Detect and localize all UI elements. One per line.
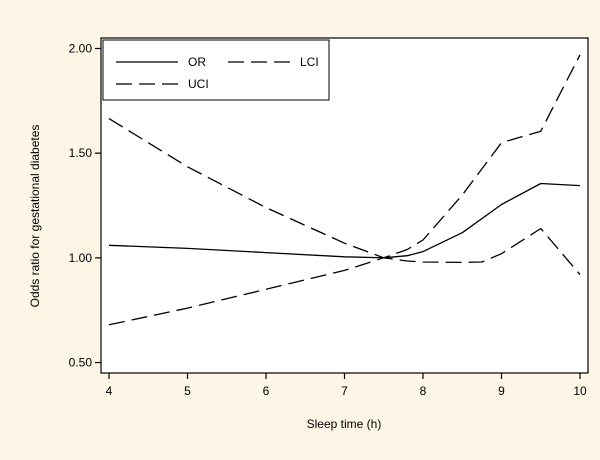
y-tick-label: 2.00 xyxy=(69,41,93,55)
x-tick-label: 8 xyxy=(420,384,427,398)
x-tick-label: 4 xyxy=(106,384,113,398)
y-axis-ticks: 0.50 1.00 1.50 2.00 xyxy=(69,41,101,370)
legend-box xyxy=(102,39,330,101)
x-tick-label: 10 xyxy=(573,384,587,398)
x-tick-label: 5 xyxy=(184,384,191,398)
x-tick-label: 7 xyxy=(341,384,348,398)
x-axis-ticks: 4 5 6 7 8 9 10 xyxy=(106,373,587,398)
x-axis-title: Sleep time (h) xyxy=(307,417,382,431)
series-line-uci xyxy=(108,54,581,259)
x-tick-label: 6 xyxy=(263,384,270,398)
y-tick-label: 0.50 xyxy=(69,356,93,370)
legend: OR LCI UCI xyxy=(102,39,330,101)
y-axis-title: Odds ratio for gestational diabetes xyxy=(28,125,42,308)
legend-label-or: OR xyxy=(188,55,206,69)
y-tick-label: 1.00 xyxy=(69,251,93,265)
legend-label-uci: UCI xyxy=(188,77,209,91)
series-layer xyxy=(108,54,581,326)
series-line-or xyxy=(108,182,581,259)
series-line-lci xyxy=(108,227,581,326)
x-tick-label: 9 xyxy=(498,384,505,398)
y-tick-label: 1.50 xyxy=(69,146,93,160)
legend-label-lci: LCI xyxy=(300,55,319,69)
